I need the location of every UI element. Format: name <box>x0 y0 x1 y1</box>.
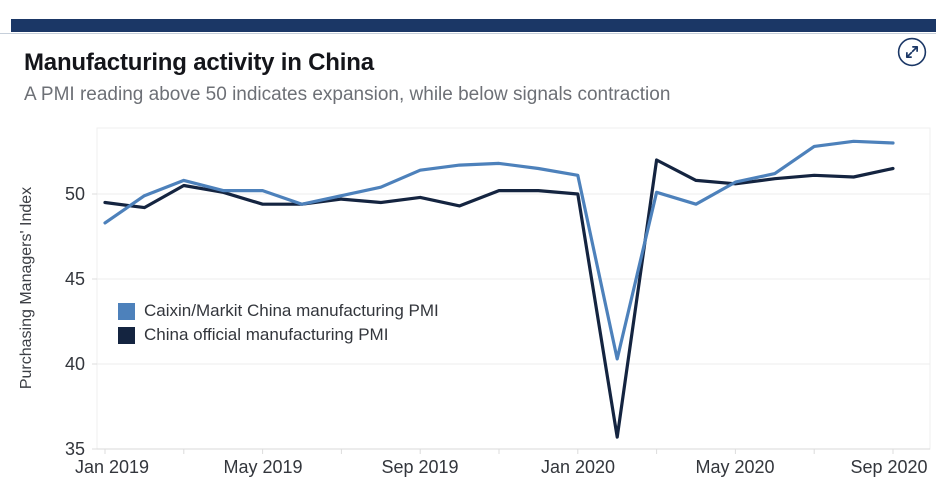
svg-text:40: 40 <box>65 354 85 374</box>
caixin-swatch <box>118 302 135 320</box>
y-axis-title: Purchasing Managers' Index <box>18 187 35 389</box>
top-bar <box>11 19 936 32</box>
svg-text:35: 35 <box>65 439 85 459</box>
x-tick-label: May 2019 <box>223 457 302 477</box>
plot-borders <box>96 127 931 450</box>
x-tick-labels: Jan 2019 May 2019 Sep 2019 Jan 2020 May … <box>75 457 928 477</box>
axis-ticks <box>92 193 894 454</box>
x-tick-label: May 2020 <box>695 457 774 477</box>
pmi-line-chart: 35 40 45 50 Jan 2019 May 2019 Sep 2019 Jan … <box>18 127 931 477</box>
y-tick-labels: 35 40 45 50 <box>65 184 85 459</box>
x-tick-label: Sep 2019 <box>381 457 458 477</box>
legend-label-caixin: Caixin/Markit China manufacturing PMI <box>144 301 439 320</box>
expand-button[interactable] <box>896 36 928 68</box>
x-tick-label: Jan 2019 <box>75 457 149 477</box>
top-divider <box>0 33 936 34</box>
legend-item-official: China official manufacturing PMI <box>118 325 439 345</box>
gridlines <box>97 193 930 365</box>
x-tick-label: Sep 2020 <box>850 457 927 477</box>
chart-area: 35 40 45 50 Jan 2019 May 2019 Sep 2019 Jan … <box>0 120 936 493</box>
page-subtitle: A PMI reading above 50 indicates expansi… <box>24 84 671 105</box>
x-tick-label: Jan 2020 <box>541 457 615 477</box>
chart-legend: Caixin/Markit China manufacturing PMI Ch… <box>118 301 439 349</box>
svg-text:50: 50 <box>65 184 85 204</box>
legend-label-official: China official manufacturing PMI <box>144 325 389 344</box>
page-title: Manufacturing activity in China <box>24 49 374 76</box>
expand-icon <box>897 37 927 67</box>
legend-item-caixin: Caixin/Markit China manufacturing PMI <box>118 301 439 321</box>
official-swatch <box>118 326 135 344</box>
svg-text:45: 45 <box>65 269 85 289</box>
series-lines <box>103 139 895 439</box>
